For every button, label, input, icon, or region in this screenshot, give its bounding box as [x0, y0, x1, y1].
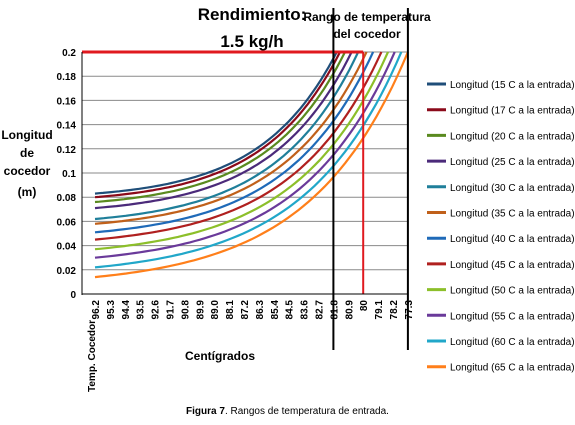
legend-label: Longitud (17 C a la entrada)	[450, 106, 575, 117]
y-tick-label: 0.08	[57, 193, 77, 204]
y-tick-label: 0.1	[62, 169, 76, 180]
legend-label: Longitud (50 C a la entrada)	[450, 286, 575, 297]
series-line	[94, 51, 338, 195]
y-axis-label-3: cocedor	[4, 164, 51, 178]
x-tick-label: 90.8	[180, 300, 191, 320]
annotation-line-2: del cocedor	[333, 27, 401, 41]
x-tick-label: 81.8	[329, 300, 340, 320]
caption-text: . Rangos de temperatura de entrada.	[224, 406, 389, 417]
y-tick-label: 0	[70, 290, 76, 301]
x-tick-label: 89.0	[210, 300, 221, 320]
x-tick-label: 91.7	[166, 300, 177, 320]
x-tick-label: 88.1	[225, 300, 236, 320]
caption-label: Figura 7	[186, 406, 225, 417]
y-tick-label: 0.02	[57, 266, 77, 277]
legend-label: Longitud (15 C a la entrada)	[450, 80, 575, 91]
x-tick-label: 86.3	[255, 300, 266, 320]
x-axis-title: Temp. Cocedor	[87, 320, 98, 392]
legend: Longitud (15 C a la entrada) Longitud (17…	[427, 80, 575, 374]
x-axis-label: Centígrados	[185, 349, 255, 363]
y-tick-label: 0.2	[62, 48, 76, 59]
x-tick-label: 79.1	[374, 300, 385, 320]
figure-caption: Figura 7. Rangos de temperatura de entra…	[0, 406, 575, 417]
legend-label: Longitud (20 C a la entrada)	[450, 131, 575, 142]
series-line	[94, 51, 390, 251]
legend-label: Longitud (40 C a la entrada)	[450, 234, 575, 245]
x-tick-label: 82.7	[315, 300, 326, 320]
legend-label: Longitud (55 C a la entrada)	[450, 311, 575, 322]
x-tick-label: 89.9	[195, 300, 206, 320]
y-tick-label: 0.14	[57, 121, 77, 132]
chart-subtitle: 1.5 kg/h	[220, 32, 283, 51]
y-tick-label: 0.18	[57, 72, 77, 83]
y-axis-label-4: (m)	[18, 185, 37, 199]
x-tick-label: 80	[359, 300, 370, 312]
legend-label: Longitud (65 C a la entrada)	[450, 363, 575, 374]
series-line	[94, 51, 341, 199]
y-tick-label: 0.16	[57, 96, 77, 107]
x-tick-label: 78.2	[389, 300, 400, 320]
reference-lines	[82, 8, 409, 350]
x-tick-label: 87.2	[240, 300, 251, 320]
plot-area	[81, 8, 409, 350]
series-line	[94, 51, 396, 259]
x-tick-label: 94.4	[121, 300, 132, 320]
y-axis-label-1: Longitud	[1, 128, 52, 142]
legend-label: Longitud (60 C a la entrada)	[450, 337, 575, 348]
y-axis-label-2: de	[20, 146, 34, 160]
x-tick-label: 96.2	[91, 300, 102, 320]
series-line	[94, 51, 353, 210]
series-line	[94, 51, 375, 234]
series-line	[94, 51, 346, 204]
legend-label: Longitud (45 C a la entrada)	[450, 260, 575, 271]
x-tick-label: 93.5	[136, 300, 147, 320]
y-tick-label: 0.12	[57, 145, 77, 156]
x-tick-label: 80.9	[344, 300, 355, 320]
legend-label: Longitud (30 C a la entrada)	[450, 183, 575, 194]
x-tick-label: 77.3	[404, 300, 415, 320]
series-line	[94, 51, 360, 221]
x-tick-label: 95.3	[106, 300, 117, 320]
chart-title: Rendimiento:	[198, 5, 307, 24]
x-tick-label: 85.4	[270, 300, 281, 320]
legend-label: Longitud (35 C a la entrada)	[450, 209, 575, 220]
series-line	[94, 51, 368, 225]
x-tick-label: 84.5	[285, 300, 296, 320]
annotation-line-1: Rango de temperatura	[303, 10, 431, 24]
x-tick-label: 83.6	[300, 300, 311, 320]
series-line	[94, 51, 403, 269]
series-group	[94, 51, 409, 279]
x-ticks: 96.2 95.3 94.4 93.5 92.6 91.7 90.8 89.9 89.0 88.1…	[91, 300, 415, 320]
y-tick-label: 0.06	[57, 217, 77, 228]
x-tick-label: 92.6	[151, 300, 162, 320]
legend-label: Longitud (25 C a la entrada)	[450, 157, 575, 168]
y-tick-label: 0.04	[57, 242, 77, 253]
y-ticks: 0 0.02 0.04 0.06 0.08 0.1 0.12 0.14 0.16 0.18 0.2	[57, 48, 77, 301]
series-line	[94, 51, 409, 279]
